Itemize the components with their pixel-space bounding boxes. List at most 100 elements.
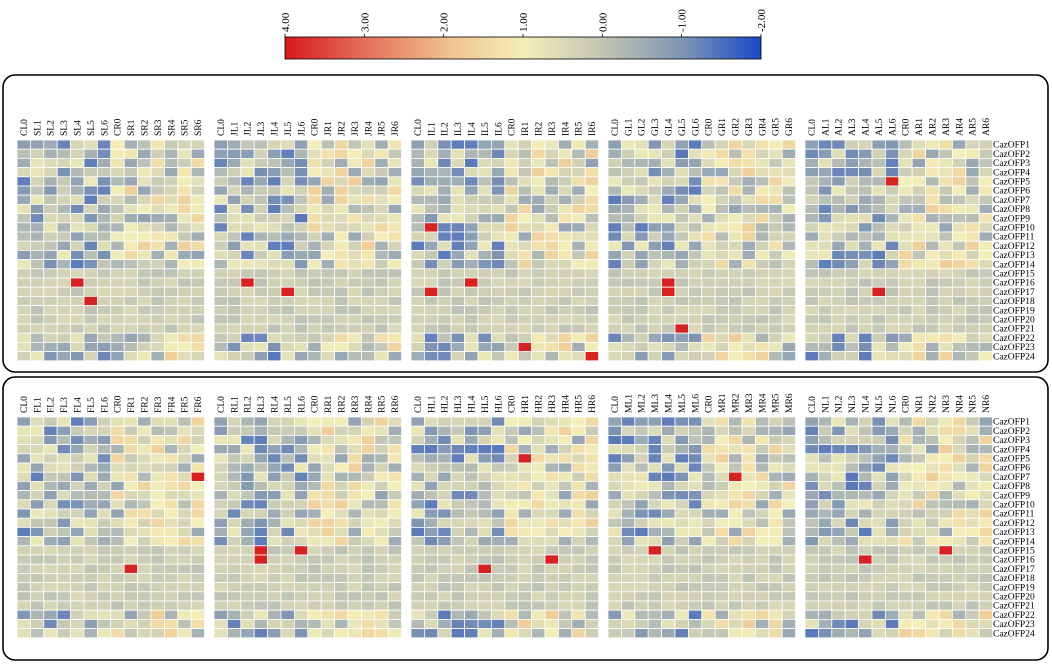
heatmap-cell (56, 416, 72, 427)
heatmap-cell (150, 462, 165, 473)
heatmap-cell (898, 231, 913, 242)
heatmap-cell (347, 277, 362, 288)
heatmap-cell (97, 314, 112, 325)
heatmap-cell (781, 259, 797, 270)
heatmap-cell (374, 167, 389, 178)
heatmap-cell (163, 295, 179, 306)
heatmap-cell (213, 517, 228, 528)
heatmap-cell (911, 434, 927, 445)
heatmap-cell (150, 194, 165, 205)
heatmap-cell (43, 545, 58, 556)
heatmap-cell (844, 222, 860, 233)
heatmap-cell (728, 268, 743, 279)
heatmap-cell (97, 536, 112, 547)
column-label: CR0 (705, 118, 715, 136)
heatmap-cell (16, 323, 31, 334)
heatmap-cell (163, 203, 179, 214)
heatmap-cell (226, 249, 242, 260)
heatmap-cell (320, 490, 336, 501)
heatmap-cell (607, 240, 622, 251)
heatmap-cell (978, 499, 994, 510)
heatmap-cell (83, 185, 98, 196)
heatmap-cell (965, 527, 980, 538)
heatmap-cell (517, 425, 533, 436)
heatmap-cell (450, 536, 466, 547)
column-label: HL2 (441, 395, 451, 413)
heatmap-cell (781, 295, 797, 306)
heatmap-cell (925, 286, 940, 297)
heatmap-cell (226, 416, 242, 427)
heatmap-cell (621, 240, 636, 251)
heatmap-cell (661, 249, 676, 260)
heatmap-cell (307, 314, 322, 325)
heatmap-cell (647, 416, 663, 427)
heatmap-cell (938, 609, 953, 620)
heatmap-cell (387, 480, 403, 491)
heatmap-cell (293, 453, 309, 464)
heatmap-cell (16, 517, 31, 528)
heatmap-cell (477, 527, 492, 538)
heatmap-cell (97, 573, 112, 584)
heatmap-cell (490, 249, 506, 260)
heatmap-cell (584, 628, 600, 639)
heatmap-cell (320, 527, 336, 538)
heatmap-cell (293, 277, 309, 288)
heatmap-cell (360, 148, 376, 159)
heatmap-cell (911, 341, 927, 352)
heatmap-cell (307, 259, 322, 270)
heatmap-cell (267, 582, 282, 593)
heatmap-cell (804, 628, 819, 639)
heatmap-cell (871, 231, 886, 242)
heatmap-cell (885, 213, 900, 224)
heatmap-cell (213, 527, 228, 538)
heatmap-cell (110, 480, 125, 491)
heatmap-cell (688, 416, 703, 427)
heatmap-cell (213, 167, 228, 178)
heatmap-cell (898, 295, 913, 306)
heatmap-cell (29, 157, 45, 168)
heatmap-cell (831, 462, 846, 473)
heatmap-cell (804, 508, 819, 519)
heatmap-cell (240, 462, 255, 473)
heatmap-cell (978, 490, 994, 501)
heatmap-cell (29, 305, 45, 316)
heatmap-cell (410, 185, 425, 196)
heatmap-cell (320, 416, 336, 427)
heatmap-cell (347, 527, 362, 538)
heatmap-cell (844, 240, 860, 251)
heatmap-cell (818, 453, 833, 464)
heatmap-cell (544, 314, 559, 325)
heatmap-cell (714, 314, 730, 325)
heatmap-cell (490, 416, 506, 427)
heatmap-cell (177, 351, 192, 362)
heatmap-cell (584, 249, 600, 260)
heatmap-cell (280, 527, 295, 538)
heatmap-cell (123, 527, 138, 538)
heatmap-cell (558, 314, 573, 325)
heatmap-cell (150, 434, 165, 445)
heatmap-cell (110, 203, 125, 214)
heatmap-cell (334, 425, 349, 436)
heatmap-cell (150, 268, 165, 279)
heatmap-cell (978, 286, 994, 297)
heatmap-cell (423, 332, 439, 343)
column-label: FL1 (33, 397, 43, 413)
heatmap-cell (450, 139, 466, 150)
heatmap-cell (978, 563, 994, 574)
column-label: FR2 (141, 396, 151, 413)
heatmap-cell (517, 222, 533, 233)
heatmap-cell (437, 554, 452, 565)
heatmap-cell (253, 471, 268, 482)
heatmap-cell (938, 453, 953, 464)
heatmap-cell (517, 213, 533, 224)
heatmap-cell (755, 619, 770, 630)
heatmap-cell (621, 295, 636, 306)
heatmap-cell (137, 582, 152, 593)
heatmap-cell (858, 268, 873, 279)
heatmap-cell (280, 425, 295, 436)
heatmap-cell (728, 545, 743, 556)
heatmap-cell (150, 314, 165, 325)
heatmap-cell (558, 434, 573, 445)
heatmap-cell (755, 490, 770, 501)
heatmap-cell (571, 351, 586, 362)
